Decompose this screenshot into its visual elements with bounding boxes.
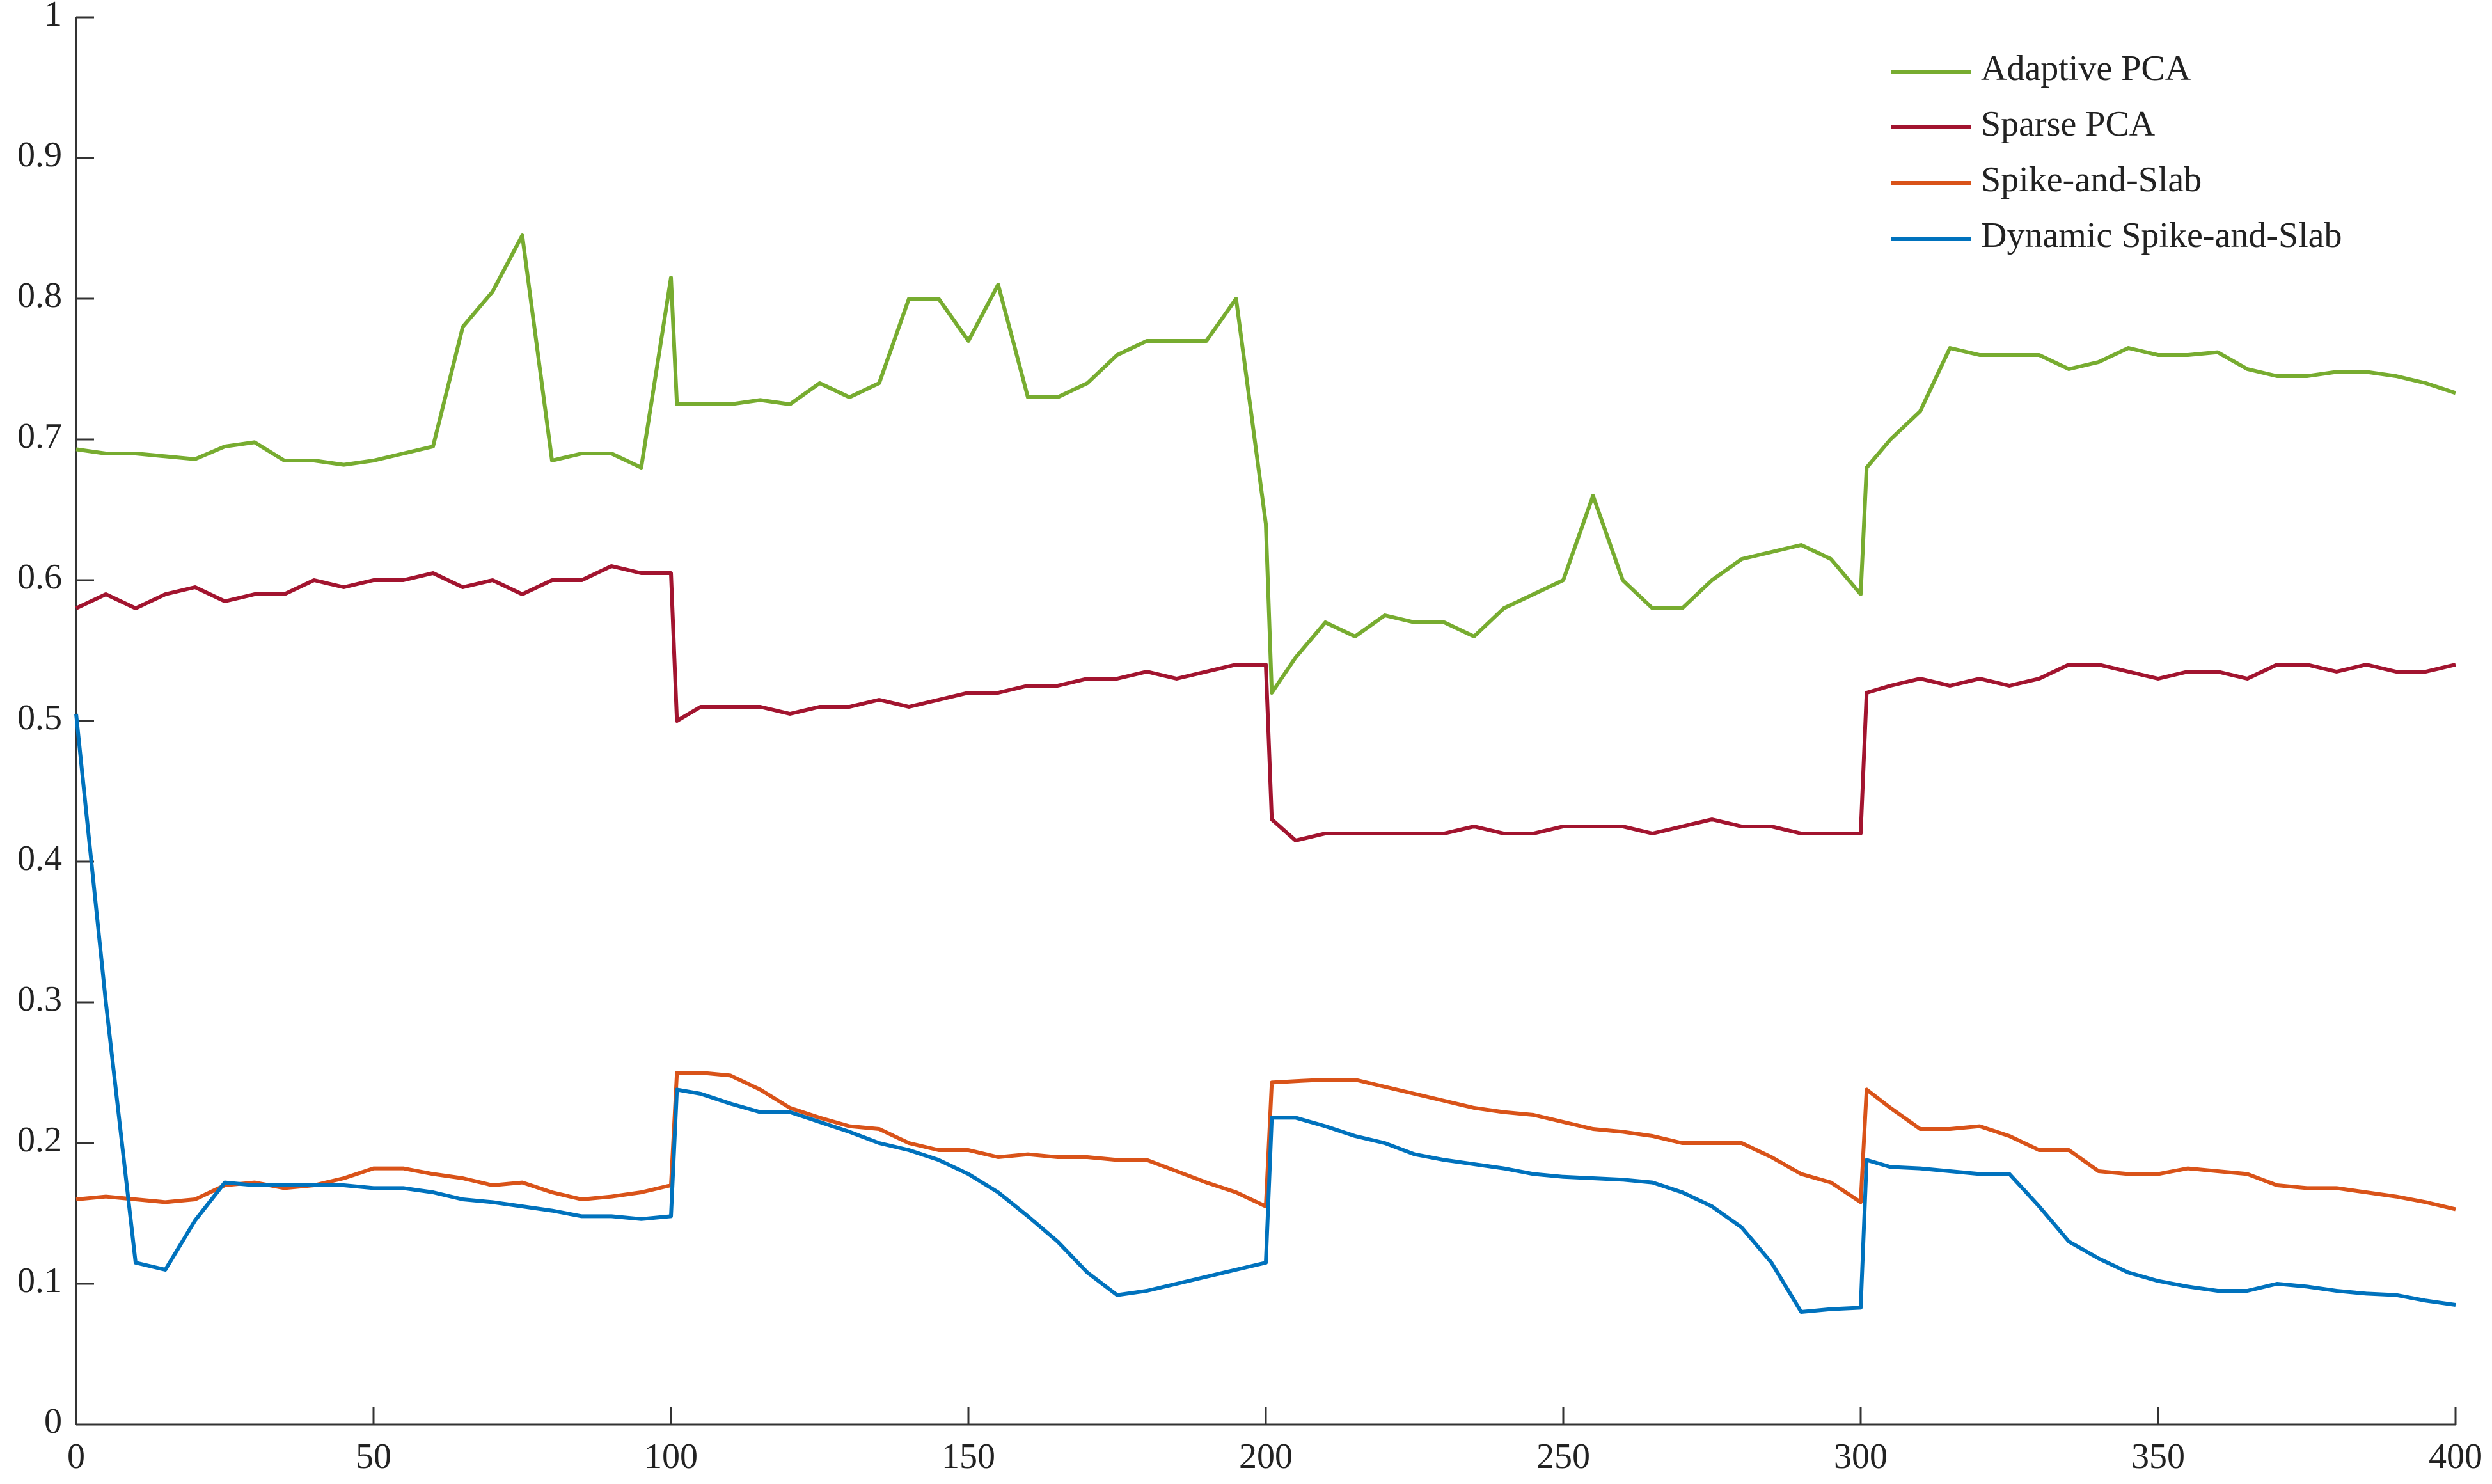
x-tick-label: 400 (2429, 1437, 2482, 1476)
x-tick-label: 300 (1834, 1437, 1888, 1476)
y-tick-label: 0 (44, 1401, 62, 1441)
y-tick-label: 0.9 (17, 135, 62, 175)
x-tick-label: 250 (1536, 1437, 1590, 1476)
y-tick-label: 0.5 (17, 698, 62, 738)
x-tick-label: 0 (67, 1437, 85, 1476)
x-tick-label: 150 (942, 1437, 995, 1476)
series-line (75, 233, 2456, 695)
y-tick-label: 0.8 (17, 276, 62, 315)
y-tick-label: 1 (44, 0, 62, 34)
y-tick-label: 0.6 (17, 557, 62, 597)
legend-label: Spike-and-Slab (1981, 160, 2202, 200)
x-tick-label: 350 (2131, 1437, 2185, 1476)
y-tick-label: 0.7 (17, 416, 62, 456)
y-tick-label: 0.1 (17, 1261, 62, 1300)
x-tick-label: 50 (356, 1437, 391, 1476)
x-tick-label: 200 (1239, 1437, 1293, 1476)
series-line (75, 564, 2456, 842)
legend-label: Sparse PCA (1981, 104, 2156, 144)
y-tick-label: 0.2 (17, 1120, 62, 1160)
legend-label: Adaptive PCA (1981, 49, 2191, 88)
y-tick-label: 0.4 (17, 839, 62, 878)
series-line (75, 1071, 2456, 1212)
legend-label: Dynamic Spike-and-Slab (1981, 216, 2342, 255)
y-tick-label: 0.3 (17, 979, 62, 1019)
series-line (74, 713, 2456, 1314)
x-tick-label: 100 (644, 1437, 698, 1476)
